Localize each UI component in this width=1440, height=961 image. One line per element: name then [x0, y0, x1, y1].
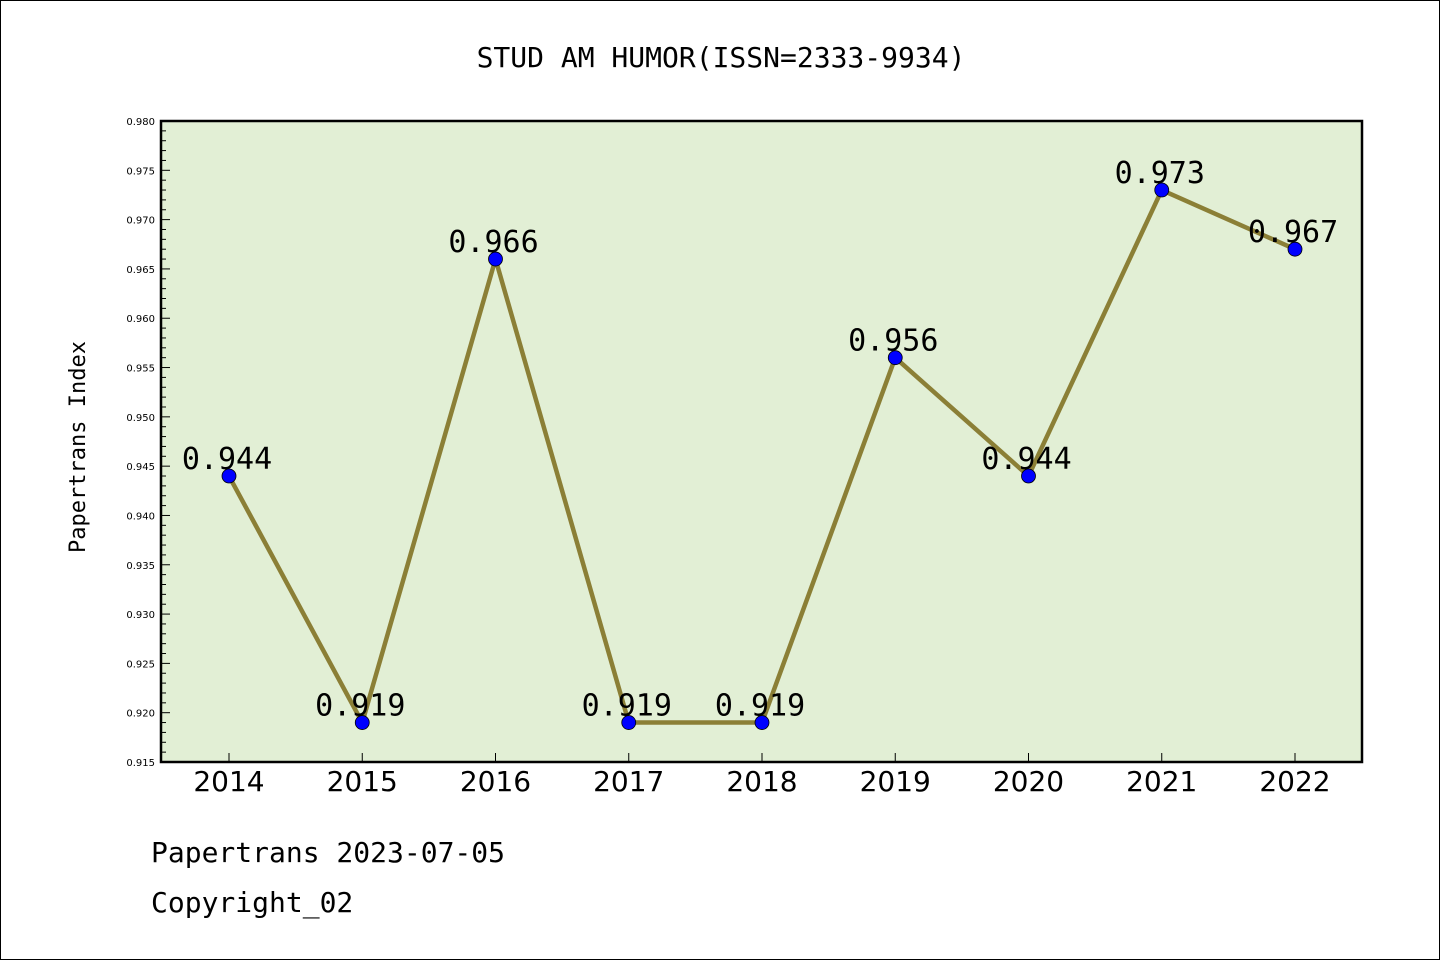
data-label: 0.966 — [448, 225, 538, 260]
data-label: 0.944 — [981, 442, 1071, 477]
x-tick-label: 2015 — [327, 765, 398, 798]
data-label: 0.967 — [1248, 215, 1338, 250]
footer-copyright: Copyright_02 — [151, 886, 354, 919]
x-tick-label: 2016 — [460, 765, 531, 798]
x-tick-label: 2018 — [726, 765, 797, 798]
x-tick-label: 2019 — [860, 765, 931, 798]
data-labels: 0.944 0.919 0.966 0.919 0.919 0.956 0.944 0.973… — [182, 156, 1338, 724]
chart-title: STUD AM HUMOR(ISSN=2333-9934) — [477, 41, 966, 74]
plot-border — [159, 119, 1364, 764]
data-point-marker — [488, 251, 503, 267]
y-tick-label: 0.980 — [126, 117, 155, 128]
y-tick-label: 0.945 — [126, 462, 155, 473]
data-label: 0.919 — [315, 689, 405, 724]
data-point-marker — [887, 350, 903, 366]
y-tick-label: 0.940 — [126, 511, 155, 522]
x-tick-label: 2014 — [193, 765, 264, 798]
y-tick-label: 0.965 — [126, 265, 155, 276]
x-tick-label: 2021 — [1126, 765, 1197, 798]
data-point-marker — [754, 715, 770, 730]
data-point-marker — [1154, 182, 1170, 198]
data-label: 0.919 — [582, 689, 672, 724]
y-tick-label: 0.935 — [126, 561, 155, 572]
y-tick-label: 0.920 — [126, 709, 155, 720]
data-label: 0.956 — [848, 324, 938, 359]
x-tick-label: 2020 — [993, 765, 1064, 798]
x-tick-label: 2017 — [593, 765, 664, 798]
y-tick-label: 0.955 — [126, 364, 155, 375]
x-tick-label: 2022 — [1259, 765, 1330, 798]
y-tick-label: 0.975 — [126, 166, 155, 177]
y-tick-label: 0.960 — [126, 314, 155, 325]
data-label: 0.919 — [715, 689, 805, 724]
data-point-marker — [354, 715, 370, 730]
y-axis-label: Papertrans Index — [66, 341, 91, 553]
y-tick-label: 0.925 — [126, 659, 155, 670]
axis-ticks: 0.915 0.920 0.925 0.930 0.935 0.940 0.945 0.950… — [126, 117, 1330, 798]
data-label: 0.944 — [182, 442, 272, 477]
y-tick-label: 0.950 — [126, 413, 155, 424]
y-tick-label: 0.930 — [126, 610, 155, 621]
series-group — [221, 182, 1303, 730]
y-tick-label: 0.970 — [126, 216, 155, 227]
data-point-marker — [221, 468, 237, 484]
data-point-marker — [1287, 241, 1303, 257]
data-point-marker — [621, 715, 637, 730]
plot-area — [161, 121, 1362, 762]
y-tick-label: 0.915 — [126, 758, 155, 769]
data-label: 0.973 — [1115, 156, 1205, 191]
footer-date: Papertrans 2023-07-05 — [151, 836, 506, 869]
data-point-marker — [1021, 468, 1036, 484]
